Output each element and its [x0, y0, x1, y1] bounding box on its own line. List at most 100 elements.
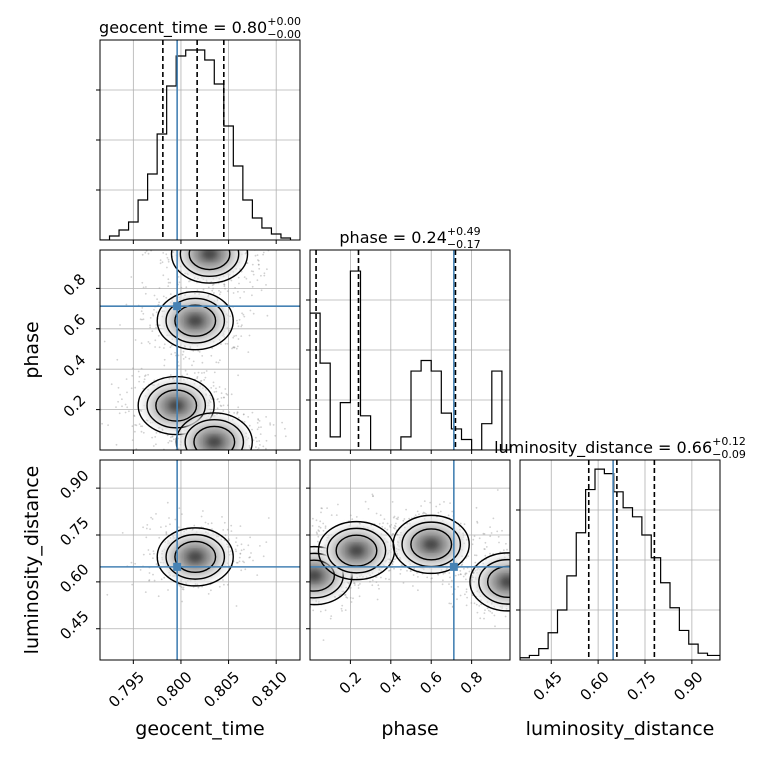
sample-point — [342, 590, 345, 593]
sample-point — [451, 579, 453, 582]
sample-point — [178, 447, 180, 450]
sample-point — [511, 588, 513, 590]
sample-point — [147, 549, 150, 551]
sample-point — [335, 514, 338, 516]
x-tick-label: 0.75 — [623, 668, 659, 704]
sample-point — [234, 287, 237, 289]
histogram-phase — [310, 250, 510, 450]
sample-point — [545, 576, 547, 578]
sample-point — [254, 254, 257, 257]
sample-point — [556, 600, 558, 602]
sample-point — [535, 580, 537, 582]
sample-point — [236, 544, 239, 547]
sample-point — [257, 447, 260, 449]
sample-point — [167, 258, 170, 261]
sample-point — [284, 560, 286, 562]
sample-point — [226, 455, 228, 457]
sample-point — [223, 583, 225, 586]
sample-point — [423, 500, 426, 502]
sample-point — [145, 419, 148, 421]
sample-point — [298, 570, 300, 572]
sample-point — [152, 445, 155, 447]
sample-point — [465, 588, 468, 591]
sample-point — [202, 452, 204, 454]
sample-point — [430, 581, 432, 583]
sample-point — [213, 451, 215, 453]
sample-point — [303, 545, 305, 547]
sample-point — [211, 213, 213, 215]
sample-point — [219, 454, 221, 456]
sample-point — [395, 547, 398, 550]
sample-point — [558, 593, 560, 595]
sample-point — [303, 590, 305, 592]
sample-point — [252, 559, 254, 562]
sample-point — [539, 600, 541, 602]
sample-point — [459, 522, 462, 525]
sample-point — [406, 522, 409, 525]
sample-point — [188, 280, 190, 283]
sample-point — [248, 447, 251, 449]
sample-point — [222, 579, 224, 581]
y-tick-label: 0.8 — [60, 270, 90, 300]
sample-point — [256, 279, 259, 282]
sample-point — [259, 433, 262, 435]
sample-point — [348, 582, 350, 584]
sample-point — [494, 625, 496, 628]
sample-point — [167, 285, 170, 287]
sample-point — [155, 311, 158, 314]
sample-point — [241, 312, 244, 315]
sample-point — [389, 569, 392, 572]
sample-point — [215, 390, 218, 393]
sample-point — [200, 463, 202, 465]
sample-point — [189, 470, 191, 472]
joint-geocent_time-luminosity_distance — [100, 460, 300, 660]
sample-point — [212, 283, 215, 286]
sample-point — [205, 224, 207, 226]
sample-point — [242, 313, 245, 316]
sample-point — [542, 551, 544, 553]
sample-point — [209, 410, 212, 413]
sample-point — [235, 243, 237, 245]
sample-point — [198, 456, 200, 458]
sample-point — [463, 567, 465, 570]
x-axis-label-geocent_time: geocent_time — [135, 718, 264, 740]
sample-point — [164, 541, 167, 543]
sample-point — [142, 318, 145, 321]
sample-point — [268, 577, 270, 579]
sample-point — [158, 346, 161, 349]
x-tick-label: 0.90 — [670, 668, 706, 704]
sample-point — [149, 326, 152, 329]
sample-point — [412, 585, 414, 587]
sample-point — [493, 605, 496, 608]
sample-point — [209, 396, 212, 399]
sample-point — [138, 380, 141, 383]
sample-point — [194, 292, 196, 295]
sample-point — [542, 557, 544, 559]
sample-point — [167, 235, 169, 237]
sample-point — [210, 456, 212, 458]
sample-point — [157, 334, 160, 337]
contour-line — [392, 514, 470, 575]
sample-point — [243, 276, 246, 278]
sample-point — [249, 556, 251, 559]
sample-point — [200, 215, 202, 217]
sample-point — [196, 583, 199, 586]
panel-frame — [99, 459, 301, 661]
sample-point — [521, 582, 523, 584]
sample-point — [186, 456, 188, 458]
sample-point — [513, 583, 515, 585]
sample-point — [154, 339, 157, 342]
sample-point — [524, 586, 526, 588]
sample-point — [153, 552, 155, 555]
sample-point — [324, 609, 327, 612]
sample-point — [229, 315, 232, 318]
sample-point — [306, 577, 308, 579]
sample-point — [243, 561, 246, 564]
sample-point — [378, 522, 381, 525]
sample-point — [440, 569, 443, 571]
sample-point — [353, 582, 355, 584]
sample-point — [238, 560, 241, 563]
sample-point — [236, 345, 239, 348]
sample-point — [330, 514, 333, 516]
sample-point — [158, 324, 161, 327]
